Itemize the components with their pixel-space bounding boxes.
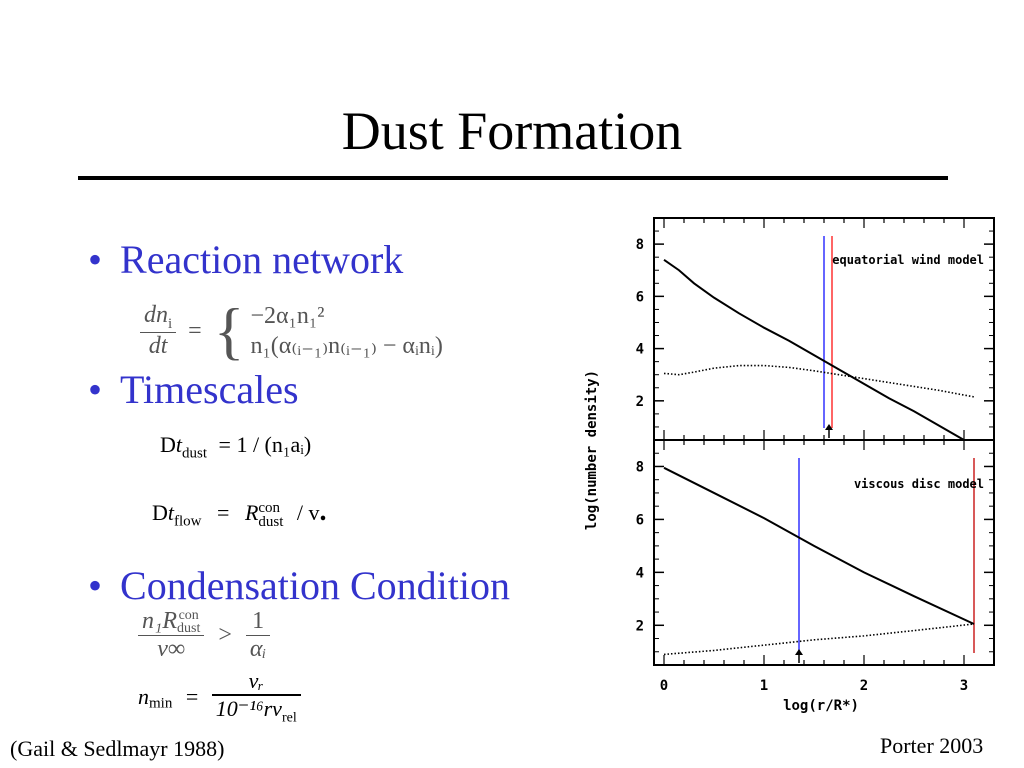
number-density-chart: 2 4 6 8 equatorial wind model 2 4 6 8 viscous dis… [584,217,995,714]
y-tick-label: 6 [636,289,644,305]
density-curve-solid [663,466,975,625]
density-curve-solid [663,258,965,441]
panel-label: equatorial wind model [832,253,984,267]
y-axis-label: log(number density) [584,370,600,530]
reaction-lhs-fraction: dni dt [140,302,177,361]
bullet-reaction-network: • Reaction network [88,236,403,283]
y-tick-label: 4 [636,565,644,581]
x-tick-label: 0 [660,678,668,694]
bullet-label: Reaction network [120,237,404,282]
n-min-fraction: vᵣ 10⁻¹⁶rvrel [211,668,301,726]
cases-brace: { [213,295,245,366]
x-tick-label: 1 [760,678,768,694]
condition-rhs-fraction: 1 αᵢ [245,608,271,663]
condensation-inequality: n₁R con dust v∞ > 1 αᵢ [138,608,271,663]
title-divider [78,176,948,180]
x-tick-label: 3 [960,678,968,694]
arrow-head [825,424,833,430]
condition-lhs-fraction: n₁R con dust v∞ [138,608,205,663]
bullet-label: Condensation Condition [120,563,511,608]
n-min-equation: nmin = vᵣ 10⁻¹⁶rvrel [138,668,301,726]
reaction-network-equation: dni dt = { −2α₁n₁² n₁(α₍ᵢ₋₁₎n₍ᵢ₋₁₎ − αᵢn… [140,294,443,368]
reaction-case-2: n₁(α₍ᵢ₋₁₎n₍ᵢ₋₁₎ − αᵢnᵢ) [250,333,443,359]
panel-label: viscous disc model [854,477,984,491]
bullet-timescales: • Timescales [88,366,299,413]
bullet-condensation-condition: • Condensation Condition [88,562,510,609]
bullet-dot: • [88,563,103,608]
density-curve-dotted [663,623,975,656]
t-dust-equation: Dtdust = 1 / (n₁aᵢ) [160,432,312,462]
y-tick-label: 4 [636,342,644,358]
reaction-case-1: −2α₁n₁² [250,303,325,329]
y-tick-label: 2 [636,618,644,634]
x-axis-label: log(r/R*) [783,698,859,714]
arrow-head [795,649,803,655]
bullet-dot: • [88,367,103,412]
slide-title: Dust Formation [341,101,683,161]
panel-frame [653,439,995,666]
bullet-dot: • [88,237,103,282]
y-tick-label: 2 [636,394,644,410]
y-tick-label: 8 [636,237,644,253]
citation-right: Porter 2003 [880,733,984,758]
y-tick-label: 6 [636,512,644,528]
citation-left: (Gail & Sedlmayr 1988) [10,736,225,761]
density-curve-dotted [663,364,975,398]
bullet-label: Timescales [120,367,299,412]
y-tick-label: 8 [636,459,644,475]
x-tick-label: 2 [860,678,868,694]
